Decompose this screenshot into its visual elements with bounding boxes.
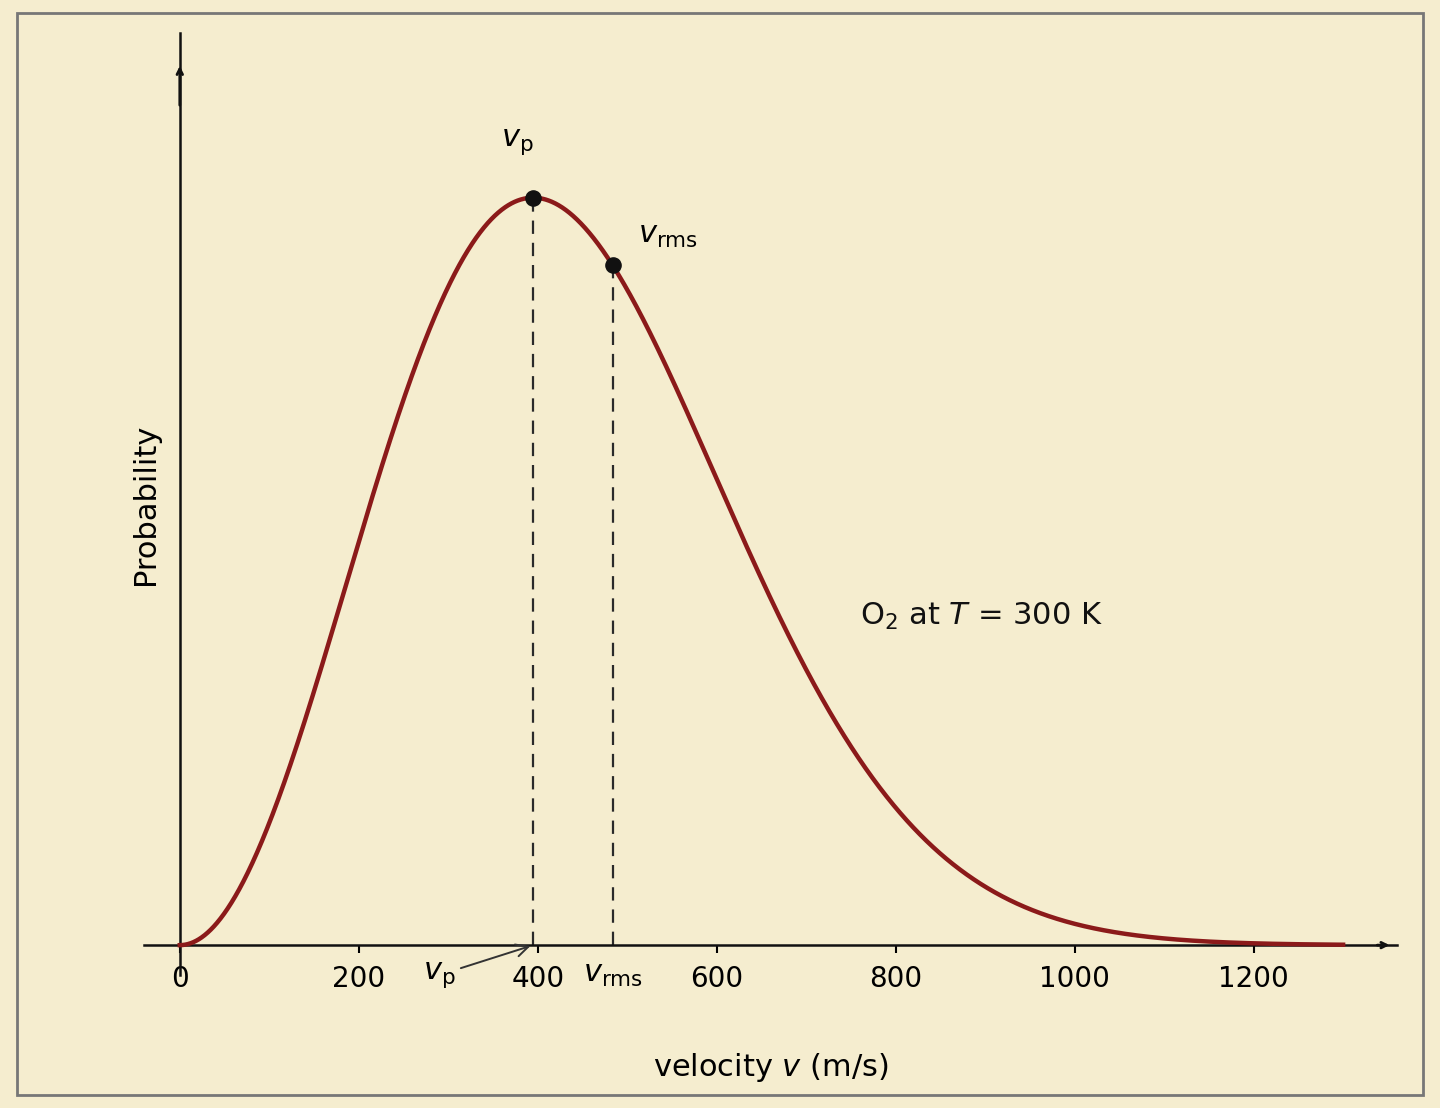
X-axis label: velocity $v$ (m/s): velocity $v$ (m/s) xyxy=(652,1050,888,1084)
Point xyxy=(600,256,624,274)
Y-axis label: Probability: Probability xyxy=(131,423,160,585)
Text: $v_\mathrm{rms}$: $v_\mathrm{rms}$ xyxy=(638,222,697,250)
Text: O$_2$ at $T$ = 300 K: O$_2$ at $T$ = 300 K xyxy=(860,601,1103,632)
Text: $v_\mathrm{p}$: $v_\mathrm{p}$ xyxy=(423,944,528,989)
Text: $v_\mathrm{rms}$: $v_\mathrm{rms}$ xyxy=(583,961,642,989)
Point xyxy=(521,188,544,206)
Text: $v_\mathrm{p}$: $v_\mathrm{p}$ xyxy=(501,126,533,156)
